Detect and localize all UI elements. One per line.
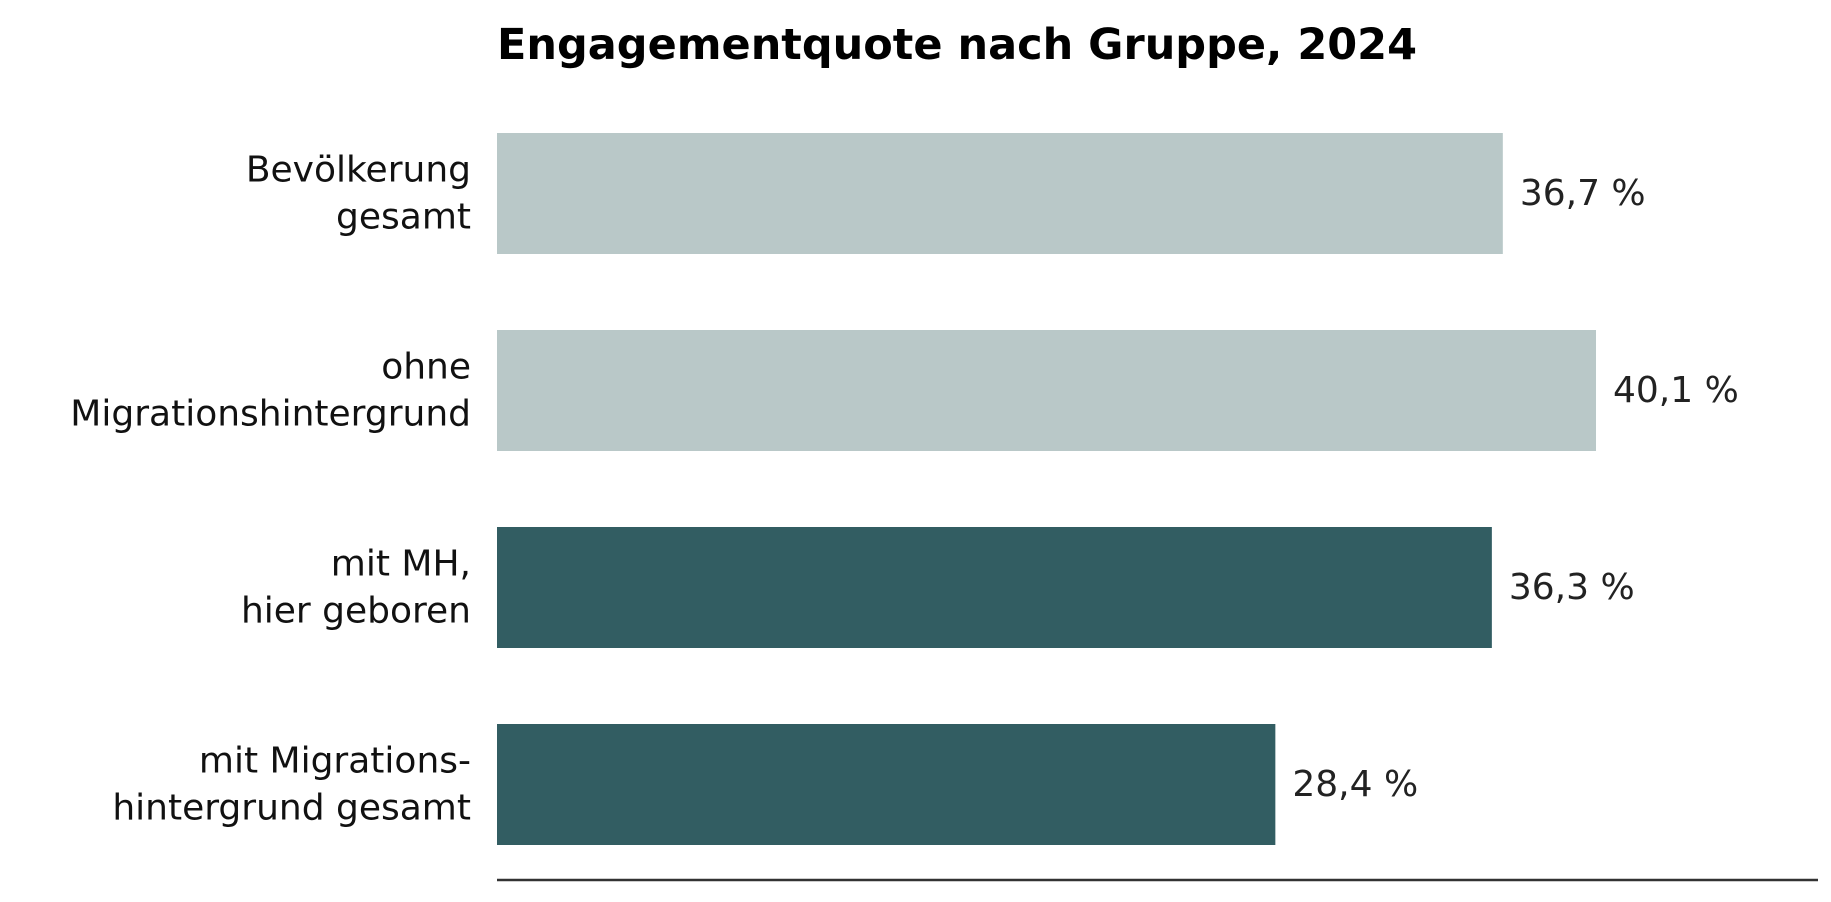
category-label-line: Migrationshintergrund <box>70 394 471 435</box>
value-label: 36,3 % <box>1509 567 1635 608</box>
category-label: ohne Migrationshintergrund <box>70 347 471 435</box>
chart-title: Engagementquote nach Gruppe, 2024 <box>497 20 1417 70</box>
bar <box>497 330 1597 451</box>
bar <box>497 527 1492 648</box>
category-label-line: ohne <box>381 347 471 388</box>
value-label: 40,1 % <box>1613 370 1739 411</box>
category-label-line: Bevölkerung <box>246 150 471 191</box>
bar <box>497 724 1276 845</box>
bars-layer: 36,7 % Bevölkerung gesamt 40,1 % ohne Migrati… <box>70 133 1739 845</box>
category-label: mit Migrations-hintergrund gesamt <box>112 741 471 829</box>
value-label: 36,7 % <box>1520 173 1646 214</box>
category-label-line: hier geboren <box>241 591 471 632</box>
category-label-line: gesamt <box>336 197 471 238</box>
category-label-line: hintergrund gesamt <box>112 788 471 829</box>
category-label-line: mit Migrations- <box>199 741 471 782</box>
category-label-line: mit MH, <box>331 544 471 585</box>
category-label: mit MH, hier geboren <box>241 544 471 632</box>
value-label: 28,4 % <box>1292 764 1418 805</box>
category-label: Bevölkerung gesamt <box>246 150 471 238</box>
bar <box>497 133 1503 254</box>
